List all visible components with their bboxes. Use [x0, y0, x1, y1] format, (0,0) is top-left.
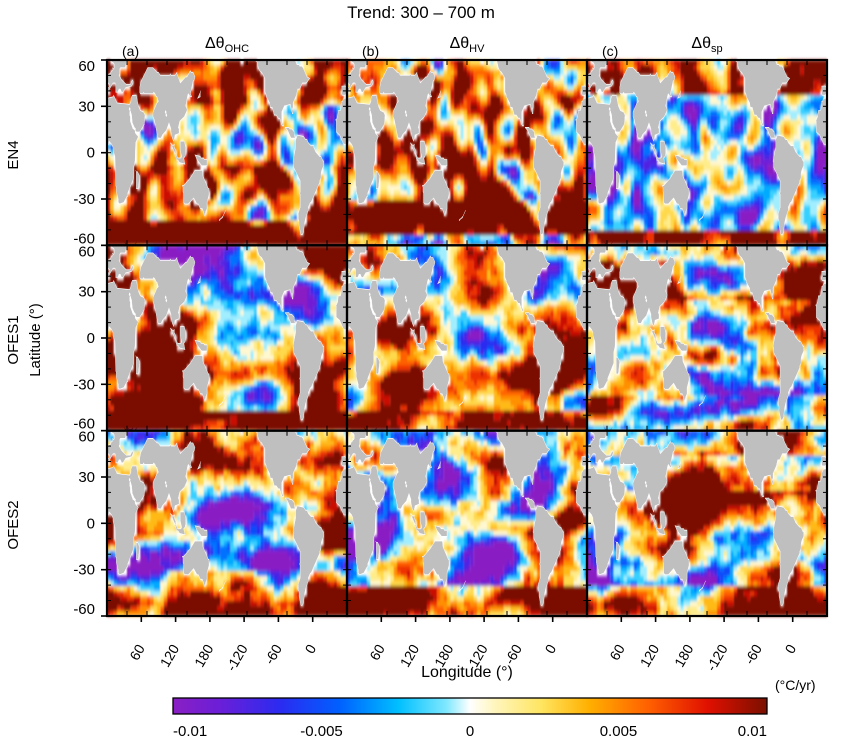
svg-text:0: 0 — [87, 330, 95, 347]
svg-text:0: 0 — [87, 145, 95, 162]
svg-text:0: 0 — [466, 723, 474, 740]
svg-text:Trend: 300 – 700 m: Trend: 300 – 700 m — [347, 3, 495, 22]
svg-text:0.005: 0.005 — [600, 723, 638, 740]
svg-text:-0.01: -0.01 — [173, 723, 207, 740]
svg-text:Longitude (°): Longitude (°) — [421, 664, 513, 681]
svg-text:30: 30 — [78, 98, 95, 115]
svg-text:60: 60 — [78, 58, 95, 75]
svg-text:-30: -30 — [73, 191, 95, 208]
svg-text:-30: -30 — [73, 562, 95, 579]
svg-text:0: 0 — [87, 515, 95, 532]
svg-text:(b): (b) — [362, 43, 379, 59]
svg-text:60: 60 — [78, 243, 95, 260]
svg-text:-30: -30 — [73, 376, 95, 393]
svg-text:EN4: EN4 — [5, 140, 22, 169]
svg-text:-60: -60 — [73, 601, 95, 618]
svg-text:OFES1: OFES1 — [5, 315, 22, 364]
svg-text:OFES2: OFES2 — [5, 500, 22, 549]
svg-text:60: 60 — [78, 429, 95, 446]
svg-text:30: 30 — [78, 469, 95, 486]
svg-text:30: 30 — [78, 284, 95, 301]
svg-text:(°C/yr): (°C/yr) — [775, 677, 816, 693]
svg-text:(a): (a) — [122, 43, 139, 59]
svg-text:Latitude (°): Latitude (°) — [27, 303, 44, 377]
svg-text:(c): (c) — [602, 43, 618, 59]
svg-text:0.01: 0.01 — [738, 723, 767, 740]
svg-text:-0.005: -0.005 — [300, 723, 343, 740]
